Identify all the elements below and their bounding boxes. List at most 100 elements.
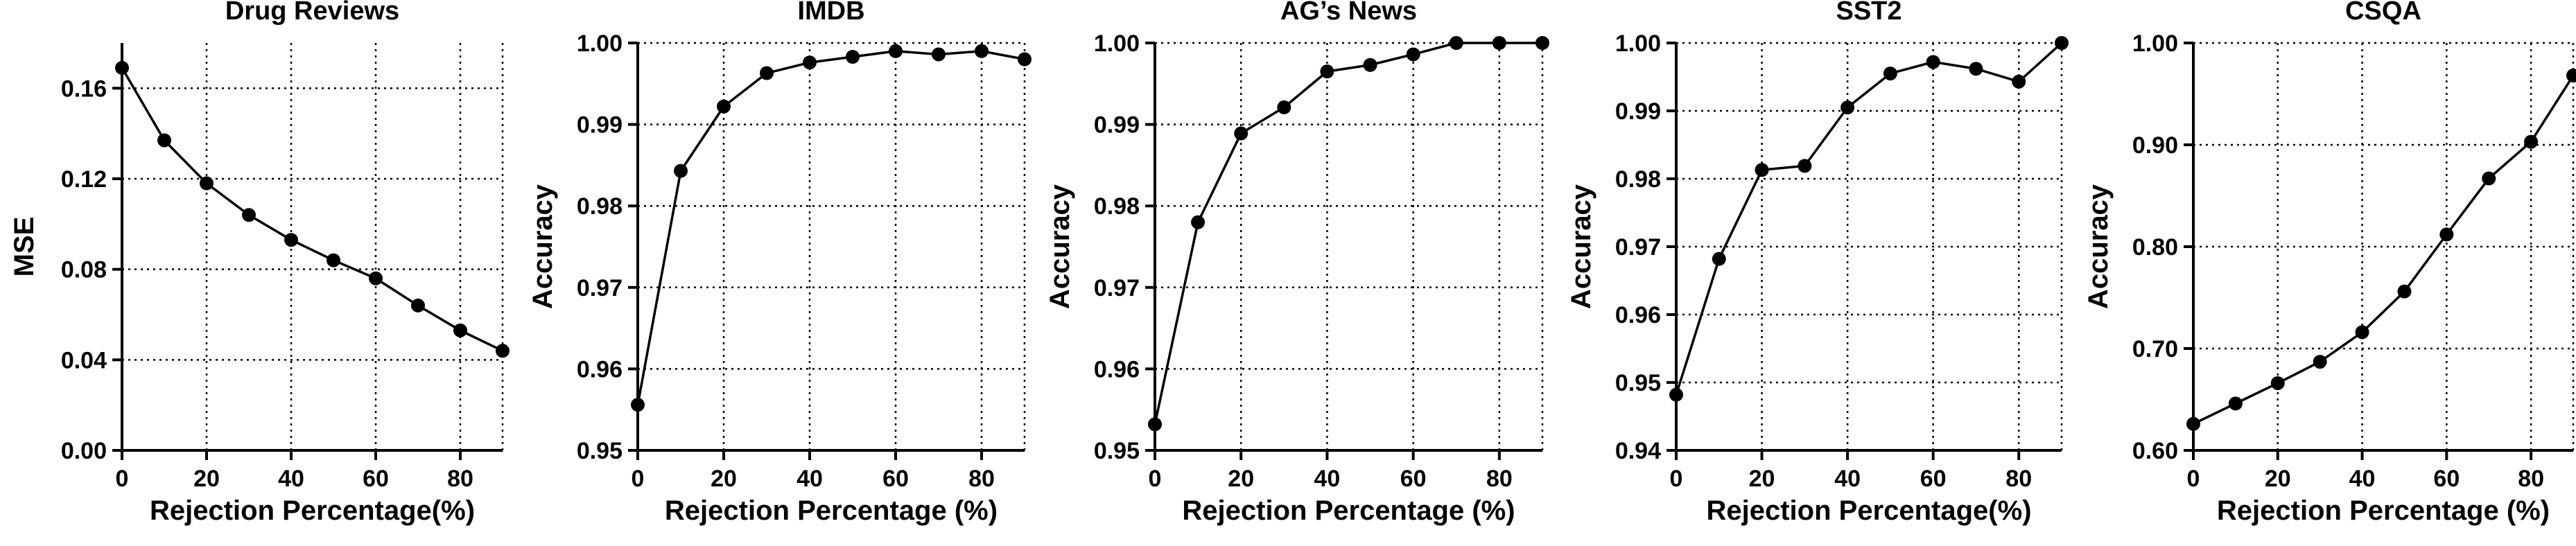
y-axis-title: Accuracy [528, 184, 558, 309]
x-tick-label: 20 [193, 466, 220, 492]
y-tick-label: 0.04 [61, 347, 107, 373]
y-tick-label: 0.99 [1094, 112, 1140, 139]
y-tick-label: 0.95 [577, 438, 623, 464]
y-tick-label: 0.97 [577, 275, 623, 301]
series-line [1675, 42, 2063, 396]
data-point [2566, 69, 2576, 83]
data-point [975, 44, 989, 58]
x-tick-label: 20 [711, 466, 737, 492]
data-point [2186, 416, 2200, 431]
data-point [1712, 252, 1726, 266]
y-tick-label: 1.00 [2132, 30, 2178, 57]
y-tick-label: 0.70 [2132, 336, 2178, 362]
x-axis-title: Rejection Percentage (%) [2217, 495, 2550, 526]
data-point [496, 344, 510, 358]
data-point [1406, 47, 1420, 62]
y-tick-label: 0.98 [1094, 193, 1140, 220]
data-point [1320, 64, 1334, 79]
x-tick-label: 0 [1670, 466, 1683, 492]
y-tick-label: 0.96 [1094, 356, 1140, 382]
data-point [2055, 36, 2069, 50]
y-tick-label: 0.60 [2132, 438, 2178, 464]
data-point [2012, 74, 2026, 89]
data-point [1191, 215, 1206, 229]
series-line [121, 67, 503, 352]
data-point [760, 66, 774, 80]
chart-title: Drug Reviews [225, 0, 399, 26]
data-point [1492, 36, 1506, 50]
chart-title: IMDB [797, 0, 864, 26]
chart-title: AG’s News [1280, 0, 1417, 26]
x-tick-label: 80 [968, 466, 995, 492]
data-point [2524, 134, 2539, 149]
data-point [1363, 58, 1377, 72]
y-tick-label: 0.96 [1615, 302, 1661, 328]
x-tick-label: 80 [447, 466, 473, 492]
y-tick-label: 0.80 [2132, 234, 2178, 261]
x-tick-label: 60 [1400, 466, 1427, 492]
y-tick-label: 0.90 [2132, 132, 2178, 159]
x-tick-label: 0 [632, 466, 645, 492]
data-point [2228, 396, 2243, 411]
chart-panel: 0 20 40 60 80 0.95 0.96 0.97 0.98 0.99 1.00 IMDB Rej… [528, 0, 1032, 526]
x-tick-label: 60 [2433, 466, 2460, 492]
x-tick-label: 20 [1749, 466, 1775, 492]
x-tick-label: 60 [882, 466, 909, 492]
x-tick-label: 20 [2265, 466, 2291, 492]
x-tick-label: 0 [2187, 466, 2200, 492]
y-tick-label: 1.00 [1615, 30, 1661, 57]
x-tick-label: 80 [2005, 466, 2032, 492]
y-tick-label: 0.96 [577, 356, 623, 382]
x-tick-label: 40 [278, 466, 304, 492]
x-axis-title: Rejection Percentage (%) [1182, 495, 1515, 526]
y-axis-title: MSE [9, 217, 40, 277]
x-tick-label: 40 [2349, 466, 2376, 492]
y-tick-label: 0.99 [1615, 98, 1661, 125]
x-axis-title: Rejection Percentage (%) [665, 495, 998, 526]
y-tick-label: 0.97 [1094, 275, 1140, 301]
series-line [1154, 42, 1542, 425]
x-axis-title: Rejection Percentage(%) [1706, 495, 2031, 526]
y-tick-label: 0.97 [1615, 234, 1661, 261]
data-point [631, 398, 645, 412]
x-tick-label: 40 [1834, 466, 1861, 492]
data-point [2397, 284, 2412, 299]
y-tick-label: 0.95 [1094, 438, 1140, 464]
y-tick-label: 0.98 [1615, 166, 1661, 193]
y-axis-title: Accuracy [1566, 184, 1596, 309]
data-point [717, 99, 731, 114]
y-tick-label: 0.94 [1615, 438, 1661, 464]
x-tick-label: 60 [363, 466, 389, 492]
y-axis-title: Accuracy [1045, 184, 1075, 309]
data-point [2439, 227, 2454, 242]
x-tick-label: 0 [1149, 466, 1162, 492]
chart-panel: 0 20 40 60 80 0.94 0.95 0.96 0.97 0.98 0.99 1.00 SST… [1566, 0, 2069, 526]
data-point [157, 133, 171, 148]
y-tick-label: 0.00 [61, 438, 107, 464]
data-point [803, 55, 817, 70]
chart-title: SST2 [1836, 0, 1901, 26]
data-point [369, 271, 383, 285]
y-tick-label: 1.00 [1094, 30, 1140, 57]
chart-title: CSQA [2345, 0, 2421, 26]
data-point [1883, 67, 1897, 81]
x-tick-label: 20 [1228, 466, 1254, 492]
data-point [200, 176, 214, 191]
chart-panel: 0 20 40 60 80 0.60 0.70 0.80 0.90 1.00 CSQA Rejecti… [2083, 0, 2576, 526]
x-tick-label: 80 [1486, 466, 1513, 492]
y-tick-label: 0.08 [61, 257, 107, 283]
data-point [889, 44, 903, 58]
data-point [1535, 36, 1549, 50]
data-point [1926, 55, 1940, 69]
series-line [2193, 75, 2575, 425]
data-point [932, 47, 946, 62]
series-line [636, 50, 1025, 405]
data-point [1755, 163, 1769, 177]
chart-panel: 0 20 40 60 80 0.95 0.96 0.97 0.98 0.99 1.00 AG’s Ne… [1045, 0, 1549, 526]
chart-panel: 0 20 40 60 80 0.00 0.04 0.08 0.12 0.16 Drug Review… [9, 0, 510, 526]
x-tick-label: 0 [116, 466, 129, 492]
x-tick-label: 60 [1920, 466, 1947, 492]
data-point [1969, 62, 1983, 76]
data-point [1277, 100, 1291, 114]
